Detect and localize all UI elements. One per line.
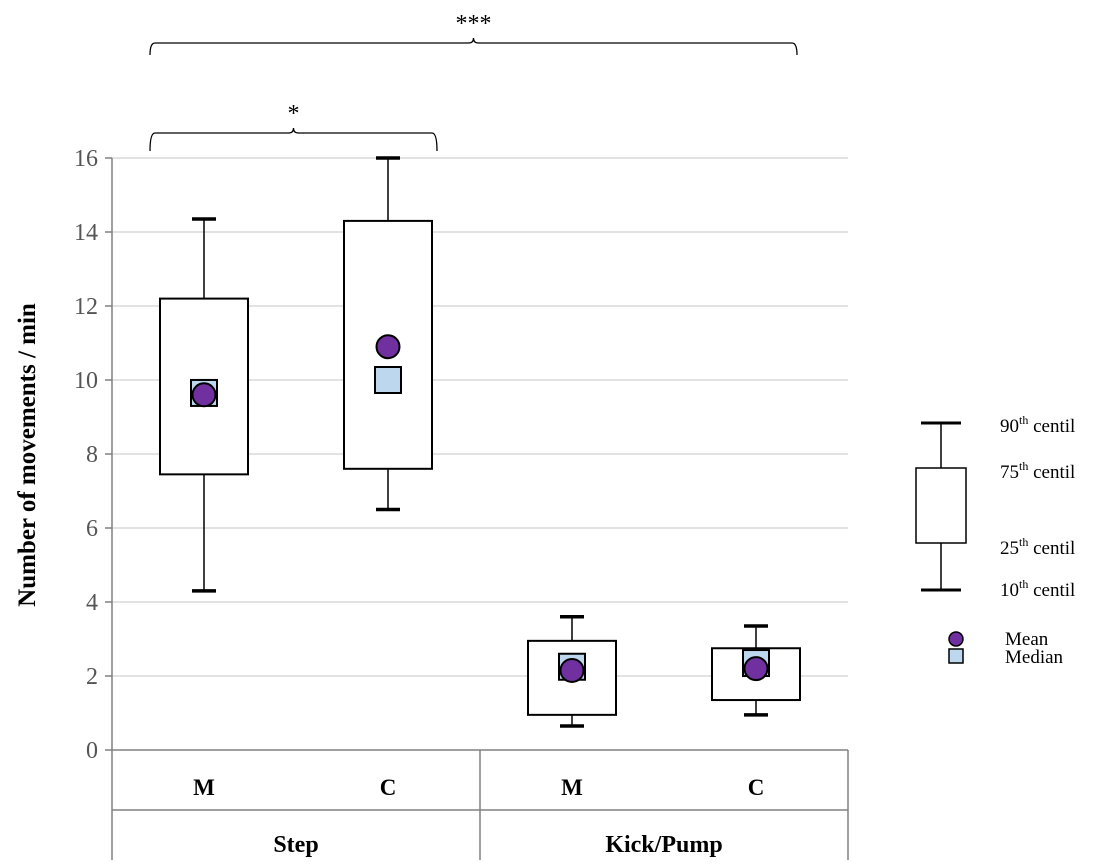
legend: 90th centil 75th centil 25th centil 10th ce… [915,413,1075,668]
mean-marker [559,657,585,683]
legend-label-mean: Mean [1005,629,1049,650]
significance-bracket: *** [149,11,798,56]
y-tick-label: 2 [86,664,98,690]
box-step-c [343,156,433,512]
mean-marker [375,334,401,360]
bracket-line [149,127,438,152]
y-tick-label: 16 [74,146,98,172]
y-tick-label: 10 [74,368,98,394]
legend-label-p25: 25th centil [1000,535,1075,559]
group-label: Step [273,832,318,858]
y-axis-ticks: 0 2 4 6 8 10 12 14 16 [74,146,112,764]
legend-mean-marker [948,631,964,647]
y-tick-label: 12 [74,294,98,320]
mean-marker [191,382,217,408]
box-kick-pump-m [527,615,617,728]
y-axis-label: Number of movements / min [14,303,41,607]
box-kick-pump-c [711,624,801,717]
significance-brackets: **** [149,11,798,152]
mean-marker [743,656,769,682]
category-label: C [380,775,397,800]
category-label: M [193,775,215,800]
significance-label: *** [456,11,492,37]
y-tick-label: 6 [86,516,98,542]
y-tick-label: 4 [86,590,98,616]
box-step-m [159,217,249,593]
median-marker [374,366,402,394]
significance-label: * [288,101,300,127]
legend-label-p75: 75th centil [1000,459,1075,483]
category-label: C [748,775,765,800]
significance-bracket: * [149,101,438,152]
legend-label-median: Median [1005,647,1064,668]
axes [111,158,849,860]
category-label: M [561,775,583,800]
y-tick-label: 14 [74,220,98,246]
legend-label-p90: 90th centil [1000,413,1075,437]
legend-label-p10: 10th centil [1000,577,1075,601]
category-labels: M C Step M C Kick/Pump [193,775,764,858]
y-tick-label: 8 [86,442,98,468]
boxes [159,156,801,728]
legend-median-marker [948,648,964,664]
legend-box [915,467,967,544]
y-tick-label: 0 [86,738,98,764]
group-label: Kick/Pump [605,832,722,858]
bracket-line [149,37,798,56]
